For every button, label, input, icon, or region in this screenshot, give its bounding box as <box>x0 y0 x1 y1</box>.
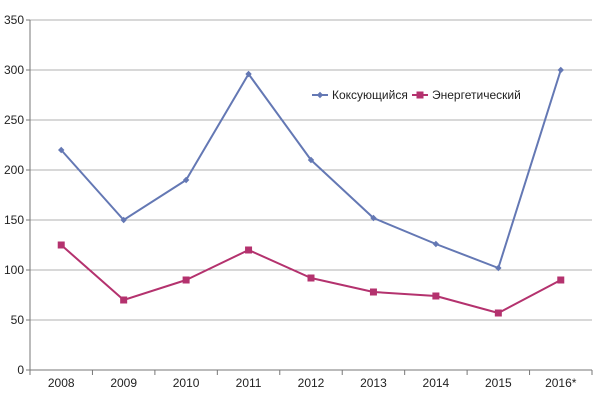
data-point <box>557 66 564 74</box>
x-tick-label: 2010 <box>173 376 200 390</box>
data-point <box>494 309 502 317</box>
data-point <box>370 214 377 222</box>
data-point <box>182 276 190 284</box>
series-group <box>57 66 565 317</box>
legend-item: Энергетический <box>412 88 521 102</box>
x-axis: 2008 2009 2010 2011 2012 2013 2014 2015 2016* <box>29 369 593 390</box>
y-tick-label: 350 <box>4 13 24 27</box>
x-tick-label: 2011 <box>236 376 262 390</box>
x-tick-label: 2014 <box>423 376 450 390</box>
y-tick-label: 300 <box>4 63 24 77</box>
data-point <box>495 264 502 272</box>
data-point <box>307 156 315 164</box>
y-tick-label: 50 <box>11 313 25 327</box>
x-tick-label: 2009 <box>110 376 137 390</box>
y-tick-label: 0 <box>17 363 24 377</box>
legend-marker <box>416 91 424 99</box>
y-tick-label: 200 <box>4 163 24 177</box>
series-2 <box>57 241 565 317</box>
y-tick-label: 100 <box>4 263 24 277</box>
data-point <box>245 246 253 254</box>
x-tick-label: 2008 <box>48 376 75 390</box>
data-point <box>120 216 127 224</box>
data-point <box>432 240 440 248</box>
legend: Коксующийся Энергетический <box>312 88 521 102</box>
data-point <box>369 288 377 296</box>
x-tick-label: 2016* <box>545 376 577 390</box>
x-tick-label: 2015 <box>485 376 512 390</box>
legend-item: Коксующийся <box>312 88 408 102</box>
x-tick-label: 2013 <box>360 376 387 390</box>
data-point <box>58 146 65 154</box>
legend-label: Коксующийся <box>332 88 408 102</box>
data-point <box>120 296 128 304</box>
series-1 <box>58 66 564 272</box>
data-point <box>557 276 565 284</box>
data-point <box>182 176 190 184</box>
y-axis: 0 50 100 150 200 250 300 350 <box>4 13 31 377</box>
data-point <box>307 274 315 282</box>
y-tick-label: 150 <box>4 213 24 227</box>
data-point <box>432 292 440 300</box>
y-tick-label: 250 <box>4 113 24 127</box>
data-point <box>245 70 252 78</box>
x-tick-label: 2012 <box>298 376 325 390</box>
legend-label: Энергетический <box>432 88 521 102</box>
data-point <box>57 241 65 249</box>
legend-marker <box>316 91 324 99</box>
